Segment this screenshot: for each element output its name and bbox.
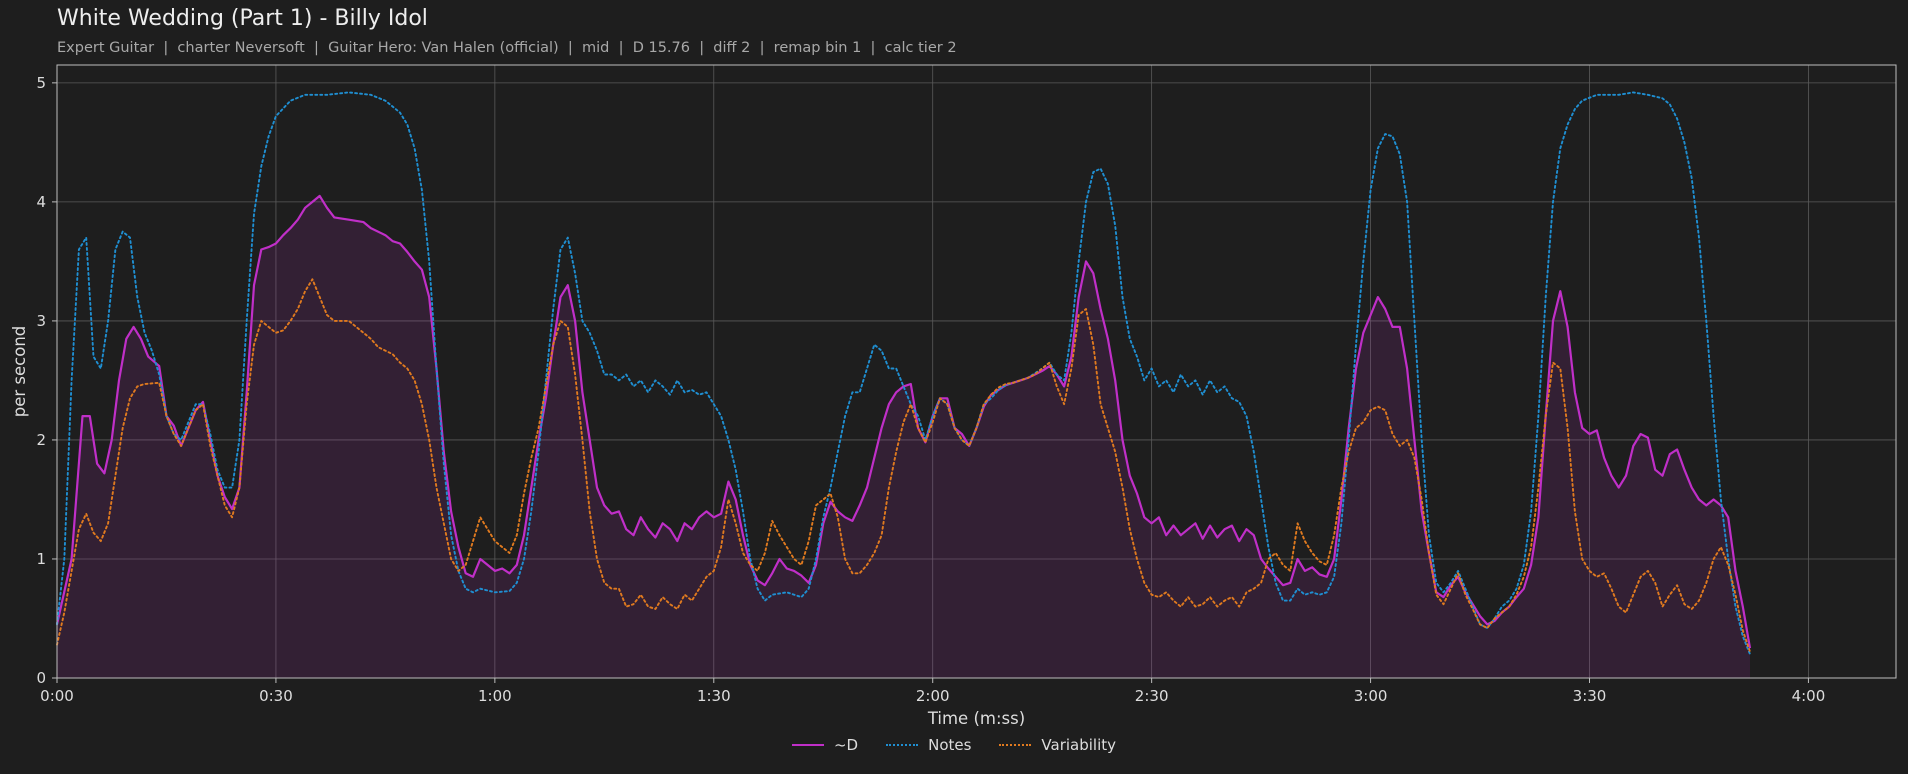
chart-subtitle: Expert Guitar | charter Neversoft | Guit… [57, 40, 957, 56]
y-tick-label: 5 [36, 74, 46, 92]
x-tick-label: 3:00 [1354, 687, 1388, 705]
y-axis-ticks: 0 1 2 3 4 5 [36, 74, 57, 687]
x-tick-label: 1:30 [697, 687, 731, 705]
chart-series-lines [55, 91, 1752, 656]
legend-label: Variability [1041, 736, 1117, 754]
y-tick-label: 3 [36, 312, 46, 330]
legend-item: Variability [999, 736, 1116, 754]
y-tick-label: 0 [36, 669, 46, 687]
legend-label: Notes [928, 736, 972, 754]
series-area-0 [57, 195, 1751, 678]
x-tick-label: 2:30 [1135, 687, 1169, 705]
chart-title: White Wedding (Part 1) - Billy Idol [57, 6, 428, 31]
x-tick-label: 0:00 [40, 687, 74, 705]
series-line-2 [56, 278, 1751, 653]
y-tick-label: 1 [36, 550, 46, 568]
series-line-1 [56, 91, 1751, 656]
legend-swatch [886, 744, 919, 746]
x-axis-ticks: 0:00 0:30 1:00 1:30 2:00 2:30 3:00 3:30 4:00 [40, 678, 1825, 705]
y-tick-label: 2 [36, 431, 46, 449]
grid-lines [56, 65, 1896, 678]
legend-label: ~D [833, 736, 859, 754]
x-tick-label: 4:00 [1792, 687, 1826, 705]
x-tick-label: 2:00 [916, 687, 950, 705]
y-tick-label: 4 [36, 193, 46, 211]
chart-area-fills [57, 195, 1751, 678]
chart-legend: ~D Notes Variability [0, 736, 1908, 754]
x-tick-label: 0:30 [259, 687, 293, 705]
legend-swatch [791, 744, 824, 746]
plot-frame [56, 64, 1897, 679]
legend-item: Notes [886, 736, 971, 754]
legend-swatch [999, 744, 1032, 746]
y-axis-label: per second [10, 326, 29, 418]
x-axis-label: Time (m:ss) [927, 709, 1025, 728]
x-tick-label: 1:00 [478, 687, 512, 705]
x-tick-label: 3:30 [1573, 687, 1607, 705]
legend-item: ~D [791, 736, 859, 754]
